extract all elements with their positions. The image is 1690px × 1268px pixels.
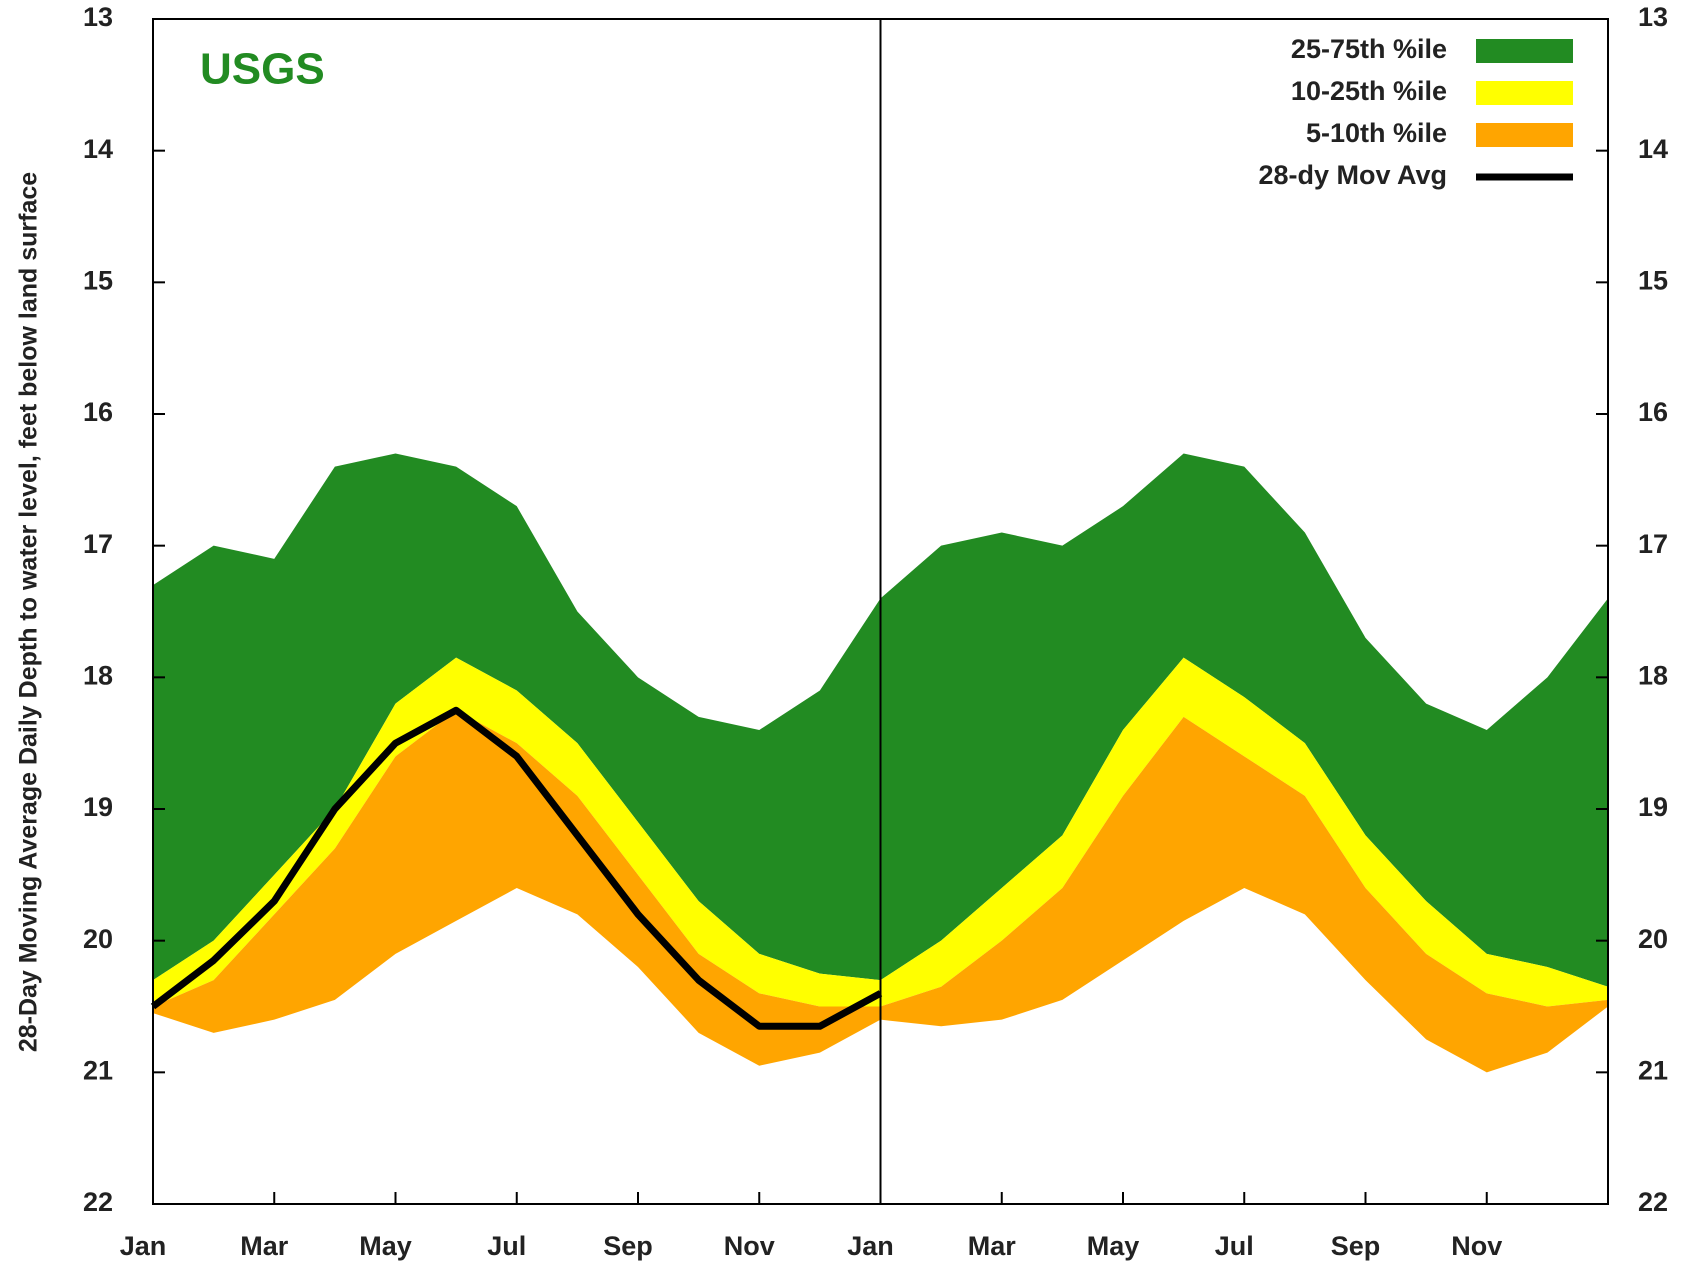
legend-label: 5-10th %ile bbox=[1306, 118, 1447, 148]
y2-tick-label: 19 bbox=[1638, 792, 1668, 822]
x-tick-label: Nov bbox=[724, 1231, 775, 1261]
moving-average-line bbox=[150, 706, 883, 1030]
y-tick-label: 22 bbox=[83, 1187, 113, 1217]
x-tick-label: Mar bbox=[240, 1231, 289, 1261]
y2-tick-label: 15 bbox=[1638, 265, 1668, 295]
x-tick-label: Nov bbox=[1451, 1231, 1502, 1261]
x-tick-label: Jan bbox=[847, 1231, 894, 1261]
x-tick-label: Mar bbox=[968, 1231, 1017, 1261]
x-tick-label: Jul bbox=[1215, 1231, 1254, 1261]
y2-tick-label: 14 bbox=[1638, 134, 1668, 164]
x-tick-label: Jan bbox=[120, 1231, 167, 1261]
y2-tick-label: 17 bbox=[1638, 529, 1668, 559]
y-tick-label: 19 bbox=[83, 792, 113, 822]
x-tick-label: Sep bbox=[603, 1231, 653, 1261]
y-tick-label: 17 bbox=[83, 529, 113, 559]
legend-label: 28-dy Mov Avg bbox=[1258, 160, 1447, 190]
x-tick-label: Jul bbox=[487, 1231, 526, 1261]
y-tick-label: 16 bbox=[83, 397, 113, 427]
y2-tick-label: 20 bbox=[1638, 924, 1668, 954]
y2-tick-label: 16 bbox=[1638, 397, 1668, 427]
y-tick-label: 13 bbox=[83, 2, 113, 32]
legend-label: 25-75th %ile bbox=[1291, 34, 1447, 64]
annotation: USGS bbox=[200, 45, 325, 94]
y2-tick-label: 13 bbox=[1638, 2, 1668, 32]
legend-swatch bbox=[1476, 123, 1573, 147]
y-tick-label: 15 bbox=[83, 265, 113, 295]
y-tick-label: 20 bbox=[83, 924, 113, 954]
x-tick-label: May bbox=[1087, 1231, 1140, 1261]
y2-tick-label: 22 bbox=[1638, 1187, 1668, 1217]
y-axis-label: 28-Day Moving Average Daily Depth to wat… bbox=[15, 172, 43, 1052]
y-tick-label: 14 bbox=[83, 134, 113, 164]
y-tick-label: 18 bbox=[83, 660, 113, 690]
y2-tick-label: 21 bbox=[1638, 1055, 1668, 1085]
x-tick-label: Sep bbox=[1331, 1231, 1381, 1261]
percentile-band bbox=[153, 657, 1608, 1007]
legend-swatch bbox=[1476, 39, 1573, 63]
y-tick-label: 21 bbox=[83, 1055, 113, 1085]
legend-label: 10-25th %ile bbox=[1291, 76, 1447, 106]
y2-tick-label: 18 bbox=[1638, 660, 1668, 690]
legend-swatch bbox=[1476, 81, 1573, 105]
x-tick-label: May bbox=[359, 1231, 412, 1261]
percentile-band bbox=[153, 710, 1608, 1073]
